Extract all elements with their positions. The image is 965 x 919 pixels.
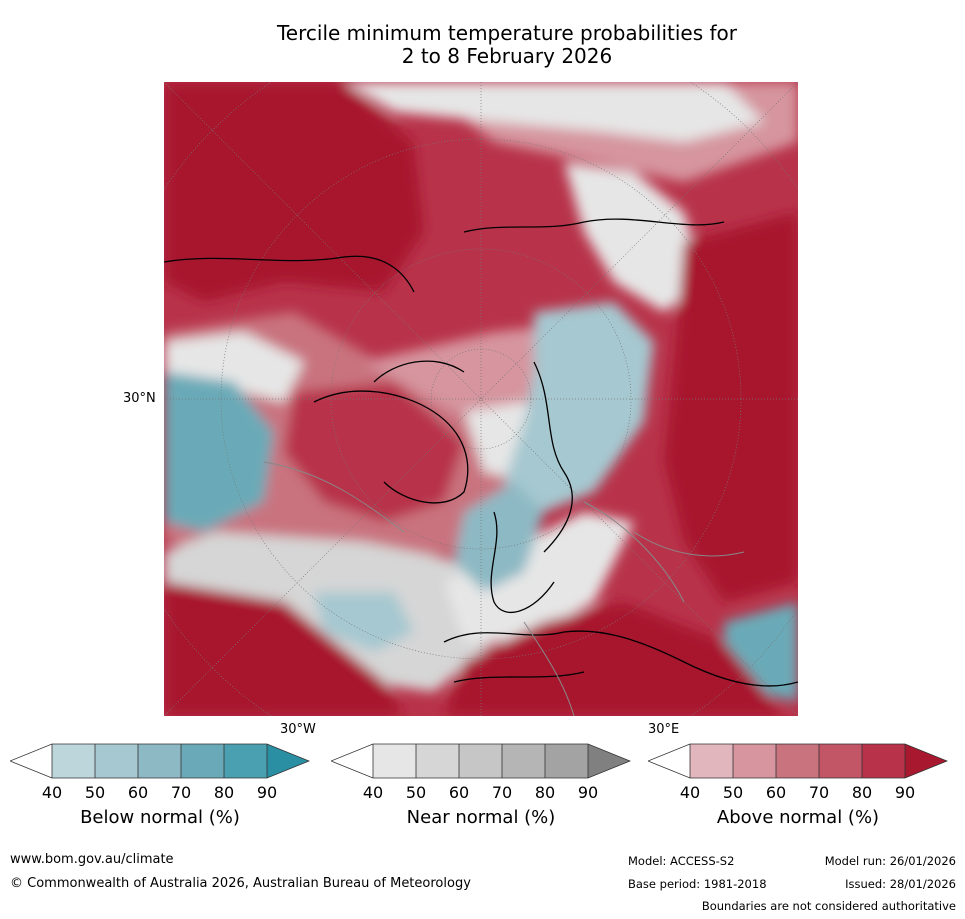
colorbar-near-normal-segment <box>545 744 588 778</box>
colorbar-above-normal-segment <box>733 744 776 778</box>
website-link[interactable]: www.bom.gov.au/climate <box>10 852 174 867</box>
tick-label: 40 <box>41 783 63 802</box>
near-normal-region <box>444 512 634 642</box>
base-period-text: Base period: 1981-2018 <box>628 877 767 891</box>
colorbar-near-normal-segment <box>416 744 459 778</box>
below-normal-region <box>314 592 414 652</box>
colorbar-above-normal-svg <box>646 743 949 779</box>
colorbar-above-normal-segment <box>648 744 690 778</box>
colorbar-near-normal-segment <box>331 744 373 778</box>
colorbar-near-normal-svg <box>329 743 632 779</box>
tick-label: 70 <box>170 783 192 802</box>
tick-label: 80 <box>213 783 235 802</box>
colorbar-below-normal: 40 50 60 70 80 90 Below normal (%) <box>8 743 311 843</box>
below-normal-region <box>164 372 274 532</box>
latitude-label: 30°N <box>123 391 156 406</box>
polar-map <box>164 82 798 716</box>
tick-label: 90 <box>577 783 599 802</box>
tick-label: 60 <box>765 783 787 802</box>
tick-label: 90 <box>256 783 278 802</box>
colorbar-above-normal-label: Above normal (%) <box>716 807 880 828</box>
colorbar-below-normal-svg <box>8 743 311 779</box>
above-normal-region <box>284 382 464 522</box>
longitude-label-east: 30°E <box>648 722 680 737</box>
tick-label: 50 <box>405 783 427 802</box>
above-normal-region <box>444 602 784 716</box>
colorbar-near-normal-segment <box>459 744 502 778</box>
above-normal-region <box>664 212 798 602</box>
tick-label: 50 <box>722 783 744 802</box>
colorbar-below-normal-segment <box>138 744 181 778</box>
chart-title: Tercile minimum temperature probabilitie… <box>0 22 965 68</box>
tick-label: 70 <box>808 783 830 802</box>
tick-label: 80 <box>851 783 873 802</box>
colorbar-below-normal-label: Below normal (%) <box>80 807 240 828</box>
above-normal-region <box>164 582 404 716</box>
colorbar-above-normal-segment <box>776 744 819 778</box>
colorbar-above-normal: 40 50 60 70 80 90 Above normal (%) <box>646 743 949 843</box>
tick-label: 70 <box>491 783 513 802</box>
colorbar-below-normal-segment <box>95 744 138 778</box>
tick-label: 90 <box>894 783 916 802</box>
tick-label: 50 <box>84 783 106 802</box>
colorbar-near-normal-segment <box>502 744 545 778</box>
model-run-text: Model run: 26/01/2026 <box>824 854 956 868</box>
colorbar-below-normal-segment <box>10 744 52 778</box>
colorbar-near-normal: 40 50 60 70 80 90 Near normal (%) <box>329 743 632 843</box>
tick-label: 80 <box>534 783 556 802</box>
longitude-label-west: 30°W <box>280 722 316 737</box>
below-normal-region <box>454 482 544 592</box>
colorbar-below-normal-segment <box>224 744 267 778</box>
colorbar-above-normal-segment <box>905 744 947 778</box>
tick-label: 60 <box>127 783 149 802</box>
colorbar-above-normal-segment <box>819 744 862 778</box>
tick-label: 40 <box>362 783 384 802</box>
title-line-2: 2 to 8 February 2026 <box>401 44 613 68</box>
colorbar-below-normal-segment <box>52 744 95 778</box>
near-normal-region <box>164 332 304 402</box>
disclaimer-text: Boundaries are not considered authoritat… <box>701 899 956 913</box>
colorbar-below-normal-segment <box>267 744 309 778</box>
copyright-text: © Commonwealth of Australia 2026, Austra… <box>10 876 471 891</box>
near-normal-region <box>564 162 704 312</box>
coastlines <box>164 218 798 687</box>
colorbar-near-normal-label: Near normal (%) <box>406 807 556 828</box>
title-line-1: Tercile minimum temperature probabilitie… <box>276 21 738 45</box>
tick-label: 60 <box>448 783 470 802</box>
issued-text: Issued: 28/01/2026 <box>845 877 956 891</box>
tick-label: 40 <box>679 783 701 802</box>
colorbar-above-normal-segment <box>690 744 733 778</box>
colorbar-near-normal-segment <box>373 744 416 778</box>
below-normal-region <box>504 302 654 512</box>
probability-map-svg <box>164 82 798 716</box>
graticule <box>164 82 798 716</box>
country-borders <box>263 461 745 716</box>
colorbar-near-normal-segment <box>588 744 630 778</box>
colorbar-below-normal-segment <box>181 744 224 778</box>
above-normal-region <box>164 82 424 302</box>
colorbar-above-normal-segment <box>862 744 905 778</box>
model-text: Model: ACCESS-S2 <box>628 854 735 868</box>
near-normal-region <box>344 82 764 142</box>
